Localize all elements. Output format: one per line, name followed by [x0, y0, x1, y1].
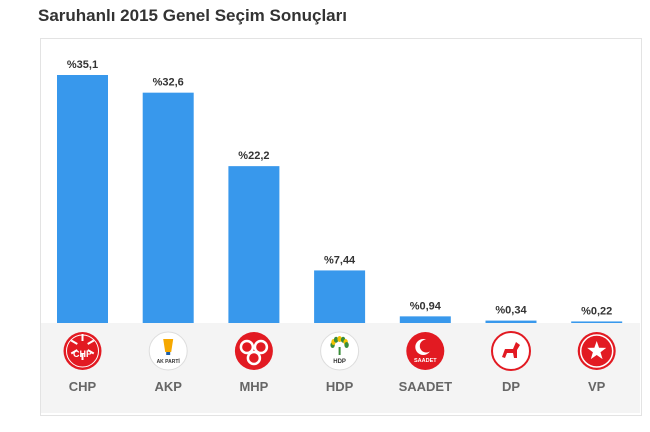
bar-group-vp: %0,22 VP	[571, 305, 623, 394]
hdp-logo-icon: HDP	[320, 331, 360, 371]
bar-mhp	[228, 166, 280, 323]
data-label-akp: %32,6	[153, 77, 184, 89]
data-label-hdp: %7,44	[324, 254, 356, 266]
svg-text:HDP: HDP	[333, 359, 346, 365]
bar-group-saadet: %0,94 SAADET	[399, 300, 453, 394]
bar-chp	[57, 75, 108, 323]
category-label-vp: VP	[588, 379, 606, 394]
bar-hdp	[314, 270, 366, 323]
dp-logo-icon	[491, 331, 531, 371]
category-label-saadet: SAADET	[399, 379, 453, 394]
bar-group-chp: %35,1 CHP	[57, 59, 108, 394]
vp-logo-icon	[577, 332, 616, 370]
bar-akp	[142, 92, 194, 323]
bar-group-dp: %0,34 DP	[485, 305, 537, 394]
saadet-logo-icon: SAADET	[406, 332, 445, 370]
akp-logo-icon: AK PARTİ	[148, 331, 188, 371]
bar-vp	[571, 321, 623, 323]
data-label-dp: %0,34	[495, 305, 527, 317]
svg-text:AK PARTİ: AK PARTİ	[157, 358, 181, 365]
bar-group-mhp: %22,2 MHP	[228, 150, 280, 394]
data-label-mhp: %22,2	[238, 150, 269, 162]
category-label-mhp: MHP	[239, 379, 268, 394]
data-label-vp: %0,22	[581, 305, 612, 317]
data-label-saadet: %0,94	[410, 300, 442, 312]
category-label-dp: DP	[502, 379, 520, 394]
svg-text:CHP: CHP	[73, 349, 92, 359]
bar-group-hdp: %7,44 HDP	[314, 254, 366, 394]
mhp-logo-icon	[234, 332, 273, 370]
chp-logo-icon: CHP	[63, 332, 102, 370]
chart-title: Saruhanlı 2015 Genel Seçim Sonuçları	[38, 6, 347, 25]
category-label-akp: AKP	[154, 379, 182, 394]
data-label-chp: %35,1	[67, 59, 98, 71]
category-label-chp: CHP	[69, 379, 97, 394]
bar-group-akp: %32,6 AKP	[142, 77, 194, 394]
svg-text:SAADET: SAADET	[414, 358, 437, 364]
category-label-hdp: HDP	[326, 379, 354, 394]
bar-dp	[485, 320, 537, 323]
bar-saadet	[399, 316, 451, 323]
